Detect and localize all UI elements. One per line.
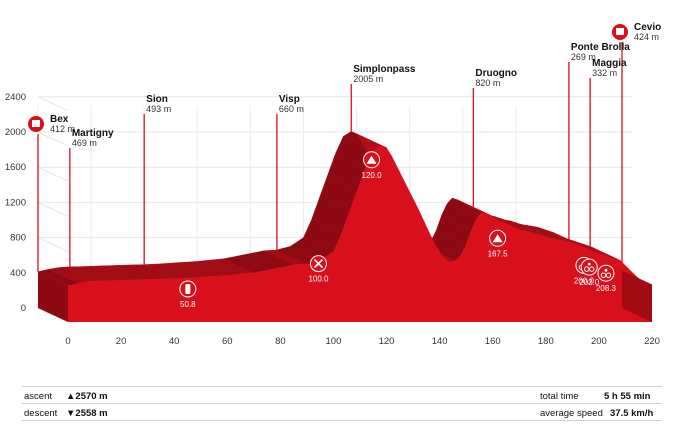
waypoint-name: Maggia: [592, 58, 627, 69]
y-tick-label: 2000: [5, 127, 26, 138]
peak-shape-icon: [492, 234, 503, 243]
x-tick-label: 160: [485, 336, 501, 347]
waypoint-name: Druogno: [475, 68, 517, 79]
x-tick-label: 20: [116, 336, 127, 347]
ascent-number: 2570 m: [75, 391, 108, 402]
waypoint-altitude: 424 m: [634, 32, 659, 42]
wheel-shape-icon: [600, 272, 607, 278]
total-time-label: total time: [540, 391, 579, 402]
marker-km-label: 202.0: [579, 278, 600, 287]
x-tick-label: 80: [275, 336, 286, 347]
profile-front-face: [68, 145, 652, 322]
x-tick-label: 100: [326, 336, 342, 347]
waypoint-name: Visp: [279, 94, 300, 105]
waypoint-lines: [37, 42, 623, 272]
waypoint-name: Cevio: [634, 22, 661, 33]
cyclist-sprint-icon: [598, 265, 614, 281]
grid-line-diag: [37, 166, 69, 182]
waypoint-altitude: 660 m: [279, 104, 304, 114]
average-speed-label: average speed: [540, 408, 603, 419]
rider-head-icon: [604, 268, 608, 272]
waypoint-altitude: 493 m: [146, 104, 171, 114]
x-tick-label: 140: [432, 336, 448, 347]
x-tick-label: 0: [65, 336, 70, 347]
axis-labels: 0 20 40 60 80 100 120 140 160 180 200 220 0 400 800 120…: [5, 92, 660, 347]
footer-rule-bottom: [22, 420, 662, 421]
x-tick-label: 180: [538, 336, 554, 347]
profile-layer: [37, 131, 653, 322]
footer-rule-mid: [22, 403, 662, 404]
marker-km-label: 50.8: [180, 300, 196, 309]
y-tick-label: 400: [10, 268, 26, 279]
descent-number: 2558 m: [75, 408, 108, 419]
waypoint-name: Martigny: [72, 128, 114, 139]
marker-km-label: 120.0: [362, 171, 383, 180]
waypoint-name: Simplonpass: [353, 64, 416, 75]
waypoint-altitude: 820 m: [475, 78, 500, 88]
marker-km-label: 208.3: [596, 284, 617, 293]
y-tick-label: 2400: [5, 92, 26, 103]
grid-line-diag: [37, 201, 69, 217]
rider-head-icon: [587, 262, 591, 266]
waypoint-name: Ponte Brolla: [571, 42, 630, 53]
average-speed-value: 37.5 km/h: [610, 408, 654, 419]
peak-shape-icon: [366, 155, 377, 164]
waypoint-altitude: 2005 m: [353, 74, 383, 84]
waypoint-altitude: 412 m: [50, 124, 75, 134]
ascent-arrow-icon: ▲: [66, 391, 76, 402]
descent-label: descent: [24, 408, 58, 419]
flag-cloth-icon: [32, 120, 40, 127]
grid-line-diag: [37, 237, 69, 253]
y-tick-label: 800: [10, 233, 26, 244]
y-tick-label: 1600: [5, 162, 26, 173]
descent-value: ▼2558 m: [66, 408, 108, 419]
flag-cloth-icon: [616, 28, 624, 35]
x-tick-label: 60: [222, 336, 233, 347]
y-tick-label: 1200: [5, 197, 26, 208]
wheel-shape-icon: [589, 266, 595, 272]
ascent-value: ▲2570 m: [66, 391, 108, 402]
marker-km-label: 200.0: [574, 276, 595, 285]
total-time-value: 5 h 55 min: [604, 391, 651, 402]
waypoint-altitude: 269 m: [571, 52, 596, 62]
bottle-shape-icon: [185, 283, 191, 294]
x-tick-label: 120: [379, 336, 395, 347]
waypoint-name: Sion: [146, 94, 168, 105]
waypoint-altitude: 332 m: [592, 68, 617, 78]
wheel-shape-icon: [584, 266, 590, 272]
x-tick-label: 220: [644, 336, 660, 347]
y-tick-label: 0: [21, 303, 26, 314]
x-tick-label: 200: [591, 336, 607, 347]
footer-rule-top: [22, 386, 662, 387]
knife-shape-icon: [313, 259, 324, 269]
descent-arrow-icon: ▼: [66, 408, 76, 419]
grid-line-diag: [37, 96, 69, 112]
waypoint-altitude: 469 m: [72, 138, 97, 148]
ascent-label: ascent: [24, 391, 52, 402]
marker-km-label: 100.0: [308, 275, 329, 284]
profile-left-face: [38, 271, 68, 322]
waypoint-name: Bex: [50, 114, 69, 125]
grid-line-diag: [37, 131, 69, 147]
wheel-shape-icon: [605, 272, 612, 278]
x-tick-label: 40: [169, 336, 180, 347]
marker-km-label: 167.5: [488, 249, 509, 258]
cyclist-sprint-icon: [581, 259, 597, 275]
profile-side-face: [622, 270, 652, 322]
